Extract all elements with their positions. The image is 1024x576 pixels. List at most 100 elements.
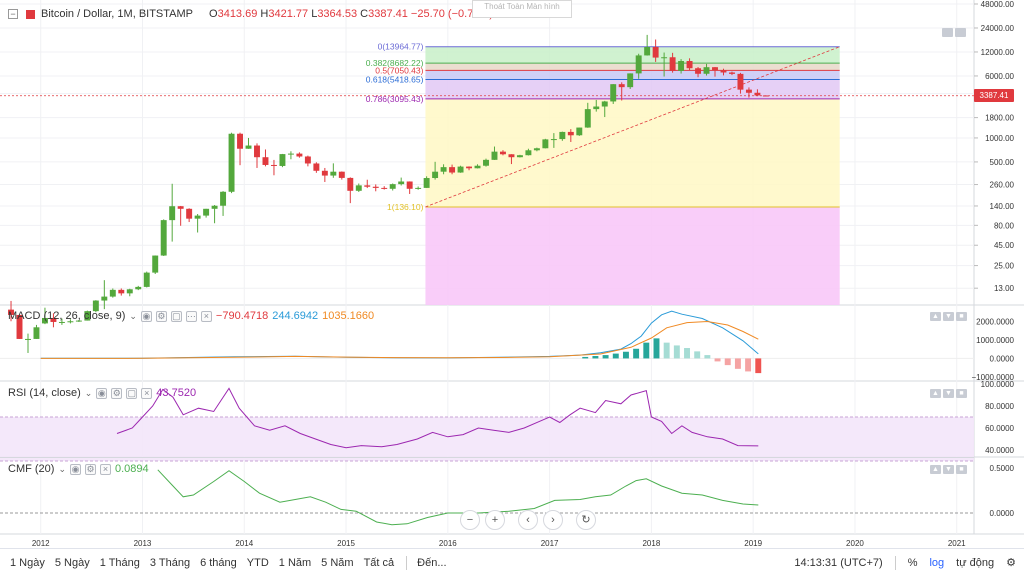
candle-body [135,286,142,290]
candle-body [610,84,617,102]
candle-body [364,185,371,187]
cmf-down-button[interactable]: ▼ [943,465,954,474]
eye-icon[interactable]: ◉ [140,310,152,322]
cmf-up-button[interactable]: ▲ [930,465,941,474]
cmf-close-button[interactable]: ■ [956,465,967,474]
fib-band [425,98,840,207]
range-ytd[interactable]: YTD [246,556,269,569]
gear-icon[interactable]: ⚙ [1006,557,1016,569]
close-icon[interactable]: × [141,387,153,399]
macd-close-button[interactable]: ■ [956,312,967,321]
zoom-in-button[interactable]: + [485,510,505,530]
candle-body [169,206,176,221]
candle-body [661,57,668,59]
macd-histogram-bar [673,345,680,359]
goto-date-button[interactable]: Đến... [417,556,447,569]
macd-histogram-bar [612,353,619,359]
close-icon[interactable]: × [200,310,212,322]
candle-body [381,187,388,189]
macd-up-button[interactable]: ▲ [930,312,941,321]
cmf-line [157,469,759,526]
range-all[interactable]: Tất cả [363,556,395,569]
macd-histogram-bar [622,351,629,359]
percent-toggle[interactable]: % [907,556,918,569]
open-value: 3413.69 [217,8,258,20]
candle-body [729,72,735,74]
pane-divider [0,457,974,458]
toolbar-divider [406,555,408,570]
candle-body [678,61,685,71]
rsi-close-button[interactable]: ■ [956,389,967,398]
macd-tick-label: −1000.0000 [972,373,1015,382]
chevron-down-icon[interactable]: ⌄ [58,463,66,474]
cmf-title[interactable]: CMF (20) [8,463,55,475]
candle-body [41,317,48,324]
auto-toggle[interactable]: tự động [956,556,995,569]
price-tick-label: 24000.00 [981,24,1015,33]
settings-icon[interactable]: ⚙ [155,310,167,322]
rsi-title[interactable]: RSI (14, close) [8,387,81,399]
main-pane-down-button[interactable] [955,28,966,37]
time-tick-label: 2021 [948,539,966,548]
macd-histogram-bar [643,342,650,359]
chevron-down-icon[interactable]: ⌄ [129,310,137,321]
candle-body [355,185,362,191]
settings-icon[interactable]: ⚙ [111,387,123,399]
candle-body [262,157,269,165]
eye-icon[interactable]: ◉ [70,463,81,475]
fib-level-label: 0.618(5418.65) [366,74,424,84]
candle-body [50,317,57,322]
lock-icon[interactable]: ▢ [170,310,182,322]
candle-body [160,220,167,256]
candle-body [296,153,303,157]
cmf-tick-label: 0.5000 [990,464,1015,473]
candle-body [449,167,456,173]
settings-icon[interactable]: ⚙ [85,463,96,475]
collapse-legend-icon[interactable]: − [8,9,18,19]
macd-title[interactable]: MACD (12, 26, close, 9) [8,310,126,322]
macd-histogram-bar [704,355,711,359]
rsi-down-button[interactable]: ▼ [943,389,954,398]
price-tick-label: 1800.00 [985,114,1014,123]
chevron-down-icon[interactable]: ⌄ [84,387,93,398]
macd-histogram-bar [694,351,701,359]
candle-body [712,67,718,71]
cmf-legend: CMF (20) ⌄ ◉ ⚙ × 0.0894 [8,463,149,475]
zoom-out-button[interactable]: − [460,510,480,530]
macd-down-button[interactable]: ▼ [943,312,954,321]
bottom-right-controls: 14:13:31 (UTC+7) % log tự động ⚙ [794,555,1016,570]
rsi-up-button[interactable]: ▲ [930,389,941,398]
more-icon[interactable]: ⋯ [185,310,197,322]
clock-readout[interactable]: 14:13:31 (UTC+7) [794,556,883,569]
range-1d[interactable]: 1 Ngày [10,556,45,569]
eye-icon[interactable]: ◉ [96,387,108,399]
scroll-right-button[interactable]: › [543,510,563,530]
candle-body [499,151,506,155]
candle-body [398,181,405,185]
range-1y[interactable]: 1 Năm [278,556,312,569]
range-5d[interactable]: 5 Ngày [54,556,90,569]
reset-chart-button[interactable]: ↻ [576,510,596,530]
price-tick-label: 1000.00 [985,134,1014,143]
range-6m[interactable]: 6 tháng [200,556,237,569]
candle-body [237,133,243,149]
range-1m[interactable]: 1 Tháng [99,556,140,569]
scroll-left-button[interactable]: ‹ [518,510,538,530]
chart-canvas[interactable]: 2012 2013 2014 2015 2016 2017 2018 2019 2020 2021… [0,0,1024,548]
lock-icon[interactable]: ▢ [126,387,138,399]
close-icon[interactable]: × [100,463,111,475]
symbol-title[interactable]: Bitcoin / Dollar, 1M, BITSTAMP [41,8,194,20]
log-toggle[interactable]: log [929,556,945,569]
candle-body [601,101,608,107]
main-pane-up-button[interactable] [942,28,953,37]
exit-fullscreen-hint[interactable]: Thoát Toàn Màn hình [472,0,572,18]
range-5y[interactable]: 5 Năm [321,556,354,569]
fib-level-label: 0.382(8682.22) [366,58,424,68]
candle-body [338,171,345,178]
candle-body [491,151,498,160]
candle-body [220,191,227,206]
price-tick-label: 12000.00 [981,48,1015,57]
macd-histogram-bar [582,356,589,359]
candle-body [92,300,99,312]
range-3m[interactable]: 3 Tháng [149,556,191,569]
